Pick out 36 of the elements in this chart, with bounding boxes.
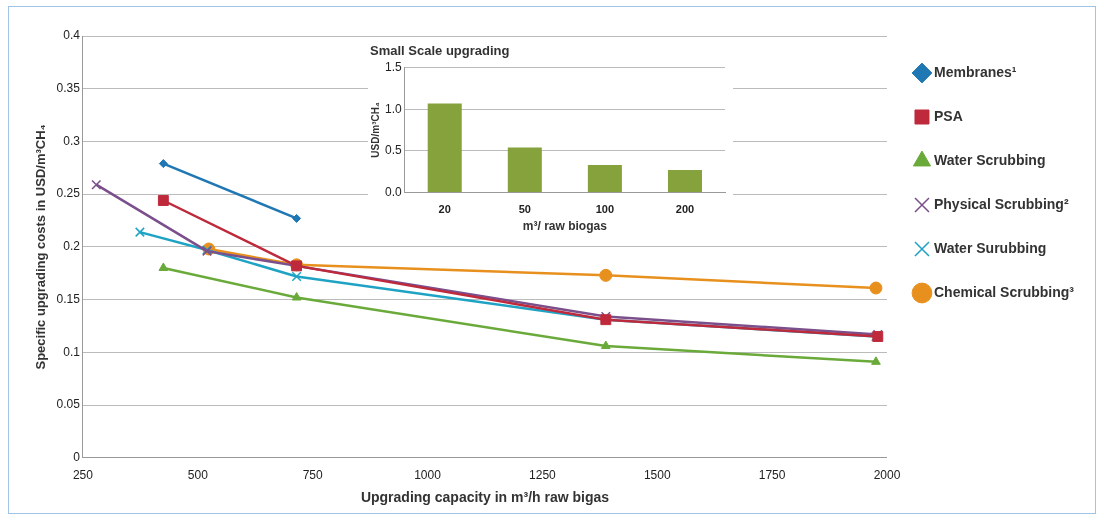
legend-label: Water Scrubbing: [933, 151, 1046, 168]
x-tick-label: 500: [187, 468, 209, 483]
y-tick-label: 0.2: [63, 239, 81, 254]
legend-label: PSA: [933, 107, 963, 124]
x-tick-label: 1750: [758, 468, 786, 483]
y-axis-title: Specific upgrading costs in USD/m³CH₄: [33, 124, 49, 370]
y-tick-label: 0.25: [56, 186, 81, 201]
x-tick-label: 200: [675, 203, 695, 216]
x-tick-label: 1500: [643, 468, 671, 483]
x-tick-label: 2000: [873, 468, 901, 483]
y-tick-label: 0.05: [56, 397, 81, 412]
y-tick-label: 1.5: [384, 59, 402, 74]
x-tick-label: 20: [438, 203, 451, 216]
y-tick-label: 0.5: [384, 143, 402, 158]
x-tick-label: 50: [518, 203, 531, 216]
y-tick-label: 0.3: [63, 133, 81, 148]
y-tick-label: 0.0: [384, 184, 402, 199]
legend-label: Membranes¹: [933, 63, 1017, 80]
legend-label: Chemical Scrubbing³: [933, 283, 1075, 300]
x-axis-title: Upgrading capacity in m³/h raw bigas: [360, 489, 610, 506]
y-tick-label: 0: [73, 450, 81, 465]
x-tick-label: 100: [595, 203, 615, 216]
y-axis-title: USD/m³CH₄: [369, 102, 381, 158]
legend-label: Physical Scrubbing²: [933, 195, 1069, 212]
y-tick-label: 0.1: [63, 344, 81, 359]
y-tick-label: 0.15: [56, 291, 81, 306]
y-tick-label: 0.4: [63, 28, 81, 43]
x-tick-label: 250: [72, 468, 94, 483]
y-tick-label: 0.35: [56, 81, 81, 96]
x-tick-label: 750: [302, 468, 324, 483]
y-tick-label: 1.0: [384, 101, 402, 116]
x-axis-title: m³/ raw biogas: [522, 219, 608, 234]
legend-label: Water Surubbing: [933, 239, 1047, 256]
x-tick-label: 1250: [529, 468, 557, 483]
chart-title: Small Scale upgrading: [370, 43, 510, 59]
x-tick-label: 1000: [414, 468, 442, 483]
